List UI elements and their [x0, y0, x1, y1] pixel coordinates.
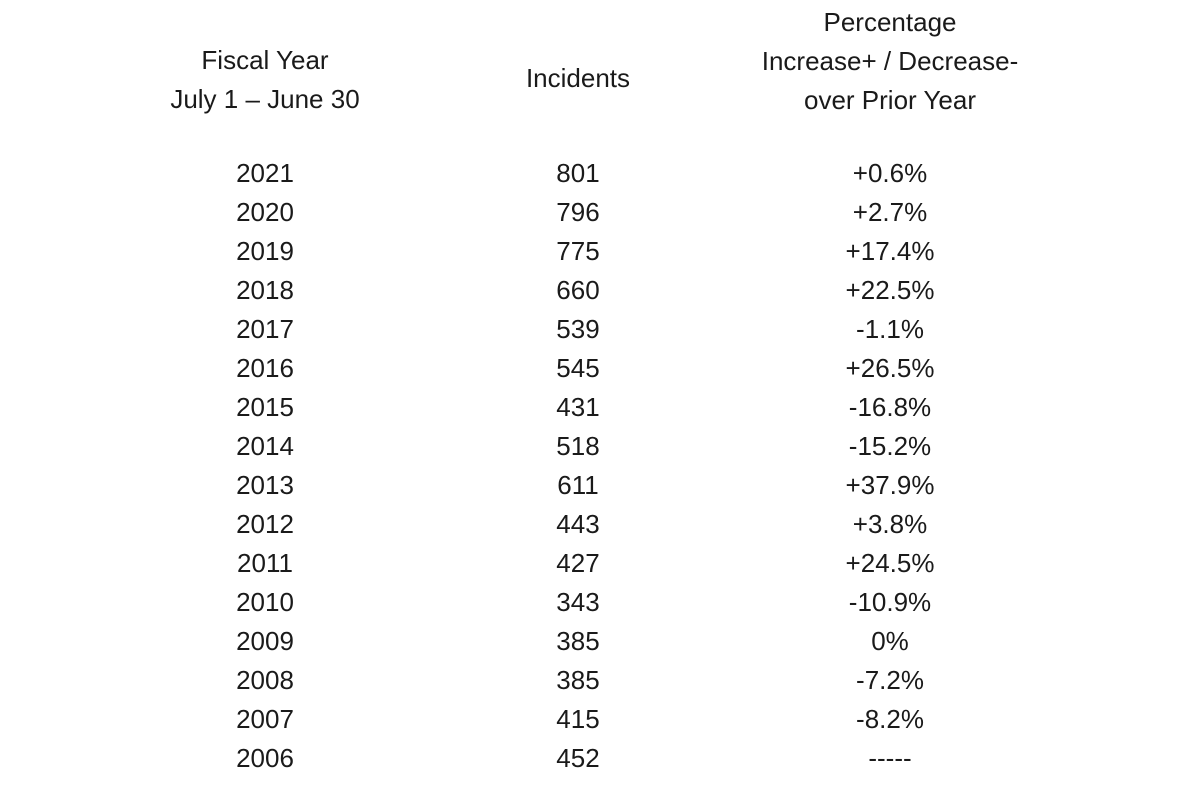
change-cell: +24.5%: [845, 548, 935, 578]
year-cell: 2019: [236, 236, 294, 266]
fiscal-year-header-line1: Fiscal Year: [201, 45, 329, 75]
table-row: 2008 385 -7.2%: [0, 661, 1200, 700]
change-cell: -1.1%: [856, 314, 924, 344]
year-cell: 2014: [236, 431, 294, 461]
table-row: 2015 431 -16.8%: [0, 388, 1200, 427]
fiscal-year-header: Fiscal Year July 1 – June 30: [165, 41, 365, 119]
incidents-cell: 443: [556, 509, 600, 539]
change-cell: -16.8%: [848, 392, 932, 422]
table-row: 2020 796 +2.7%: [0, 193, 1200, 232]
change-cell: +2.7%: [852, 197, 928, 227]
table-body: 2021 801 +0.6% 2020 796 +2.7% 2019 775 +…: [0, 154, 1200, 778]
year-cell: 2010: [236, 587, 294, 617]
change-cell: -15.2%: [848, 431, 932, 461]
incidents-header: Incidents: [478, 59, 678, 98]
change-cell: -----: [868, 743, 912, 773]
table-row: 2013 611 +37.9%: [0, 466, 1200, 505]
percentage-header-line3: over Prior Year: [804, 85, 976, 115]
change-cell: -7.2%: [856, 665, 924, 695]
table-row: 2019 775 +17.4%: [0, 232, 1200, 271]
incidents-cell: 796: [556, 197, 600, 227]
change-cell: +37.9%: [845, 470, 935, 500]
table-row: 2012 443 +3.8%: [0, 505, 1200, 544]
incidents-cell: 385: [556, 665, 600, 695]
year-cell: 2009: [236, 626, 294, 656]
incidents-cell: 415: [556, 704, 600, 734]
year-cell: 2015: [236, 392, 294, 422]
change-cell: +26.5%: [845, 353, 935, 383]
year-cell: 2017: [236, 314, 294, 344]
table-row: 2009 385 0%: [0, 622, 1200, 661]
year-cell: 2012: [236, 509, 294, 539]
incidents-cell: 427: [556, 548, 600, 578]
table-row: 2010 343 -10.9%: [0, 583, 1200, 622]
incidents-cell: 539: [556, 314, 600, 344]
change-cell: -10.9%: [848, 587, 932, 617]
table-row: 2006 452 -----: [0, 739, 1200, 778]
table-row: 2007 415 -8.2%: [0, 700, 1200, 739]
year-cell: 2007: [236, 704, 294, 734]
incidents-cell: 611: [557, 470, 599, 500]
year-cell: 2016: [236, 353, 294, 383]
incidents-cell: 660: [556, 275, 600, 305]
change-cell: +22.5%: [845, 275, 935, 305]
year-cell: 2013: [236, 470, 294, 500]
change-cell: +17.4%: [845, 236, 935, 266]
fiscal-year-header-line2: July 1 – June 30: [170, 84, 360, 114]
table-row: 2016 545 +26.5%: [0, 349, 1200, 388]
percentage-header-line2: Increase+ / Decrease-: [761, 46, 1019, 76]
incidents-cell: 518: [556, 431, 600, 461]
incidents-cell: 545: [556, 353, 600, 383]
year-cell: 2008: [236, 665, 294, 695]
year-cell: 2018: [236, 275, 294, 305]
table-row: 2018 660 +22.5%: [0, 271, 1200, 310]
table-row: 2011 427 +24.5%: [0, 544, 1200, 583]
year-cell: 2006: [236, 743, 294, 773]
change-cell: +0.6%: [852, 158, 928, 188]
change-cell: -8.2%: [856, 704, 924, 734]
incidents-cell: 775: [556, 236, 600, 266]
table-row: 2021 801 +0.6%: [0, 154, 1200, 193]
change-cell: 0%: [871, 626, 909, 656]
table-row: 2014 518 -15.2%: [0, 427, 1200, 466]
incidents-cell: 452: [556, 743, 600, 773]
year-cell: 2020: [236, 197, 294, 227]
table-row: 2017 539 -1.1%: [0, 310, 1200, 349]
year-cell: 2011: [237, 548, 293, 578]
incidents-cell: 343: [556, 587, 600, 617]
change-cell: +3.8%: [852, 509, 928, 539]
incidents-cell: 431: [556, 392, 600, 422]
percentage-header-line1: Percentage: [823, 7, 957, 37]
percentage-change-header: Percentage Increase+ / Decrease- over Pr…: [700, 3, 1080, 120]
incidents-cell: 385: [556, 626, 600, 656]
incidents-cell: 801: [556, 158, 600, 188]
year-cell: 2021: [236, 158, 294, 188]
incidents-header-label: Incidents: [525, 63, 631, 93]
